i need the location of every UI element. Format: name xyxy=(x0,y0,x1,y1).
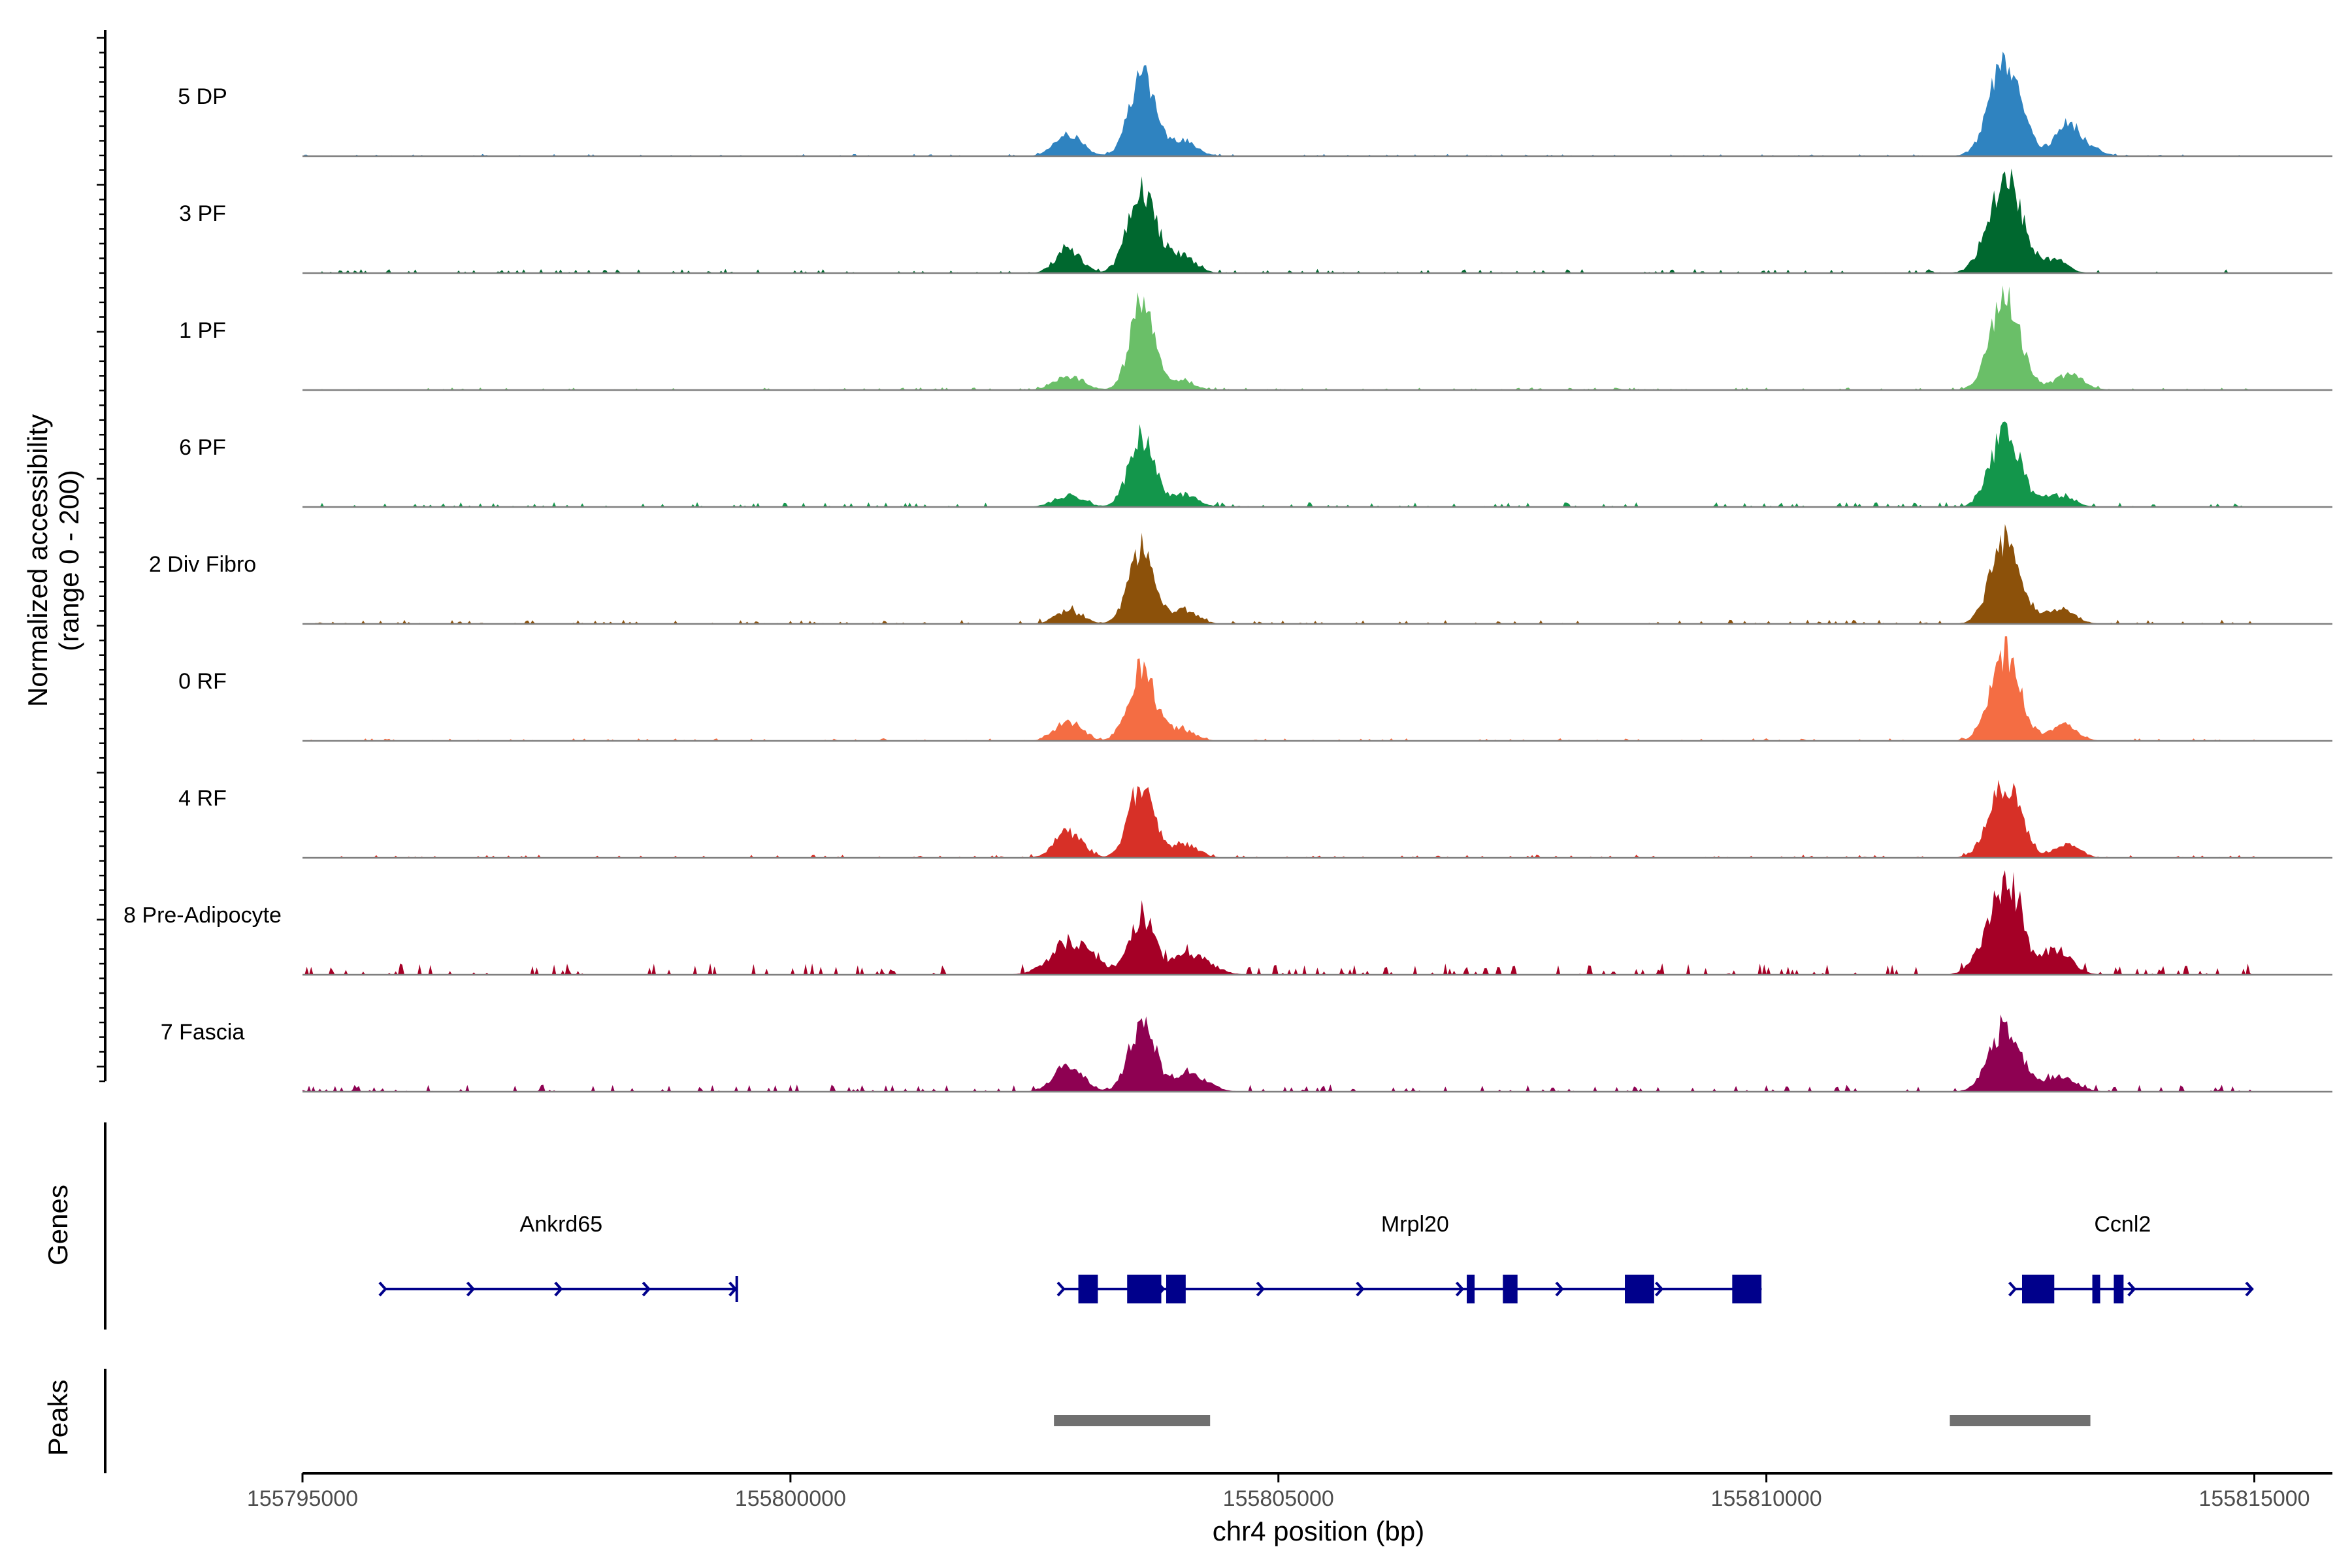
genes-panel-label: Genes xyxy=(42,1184,73,1266)
track-label-3: 6 PF xyxy=(179,435,226,460)
coverage-area-4 xyxy=(302,524,2255,624)
exon-1-1 xyxy=(1127,1275,1162,1303)
track-label-8: 7 Fascia xyxy=(161,1020,245,1045)
coverage-area-2 xyxy=(302,286,2255,390)
track-label-4: 2 Div Fibro xyxy=(149,552,256,577)
exon-1-5 xyxy=(1625,1275,1654,1303)
coverage-area-7 xyxy=(302,870,2255,975)
coverage-tracks: 5 DP 3 PF 1 PF 6 PF 2 Div Fibro 0 RF 4 RF 8 Pre… xyxy=(123,52,2332,1093)
coverage-area-6 xyxy=(302,779,2255,858)
strand-arrow xyxy=(1256,1281,1265,1297)
gene-label-0: Ankrd65 xyxy=(520,1212,603,1237)
peak-region-0 xyxy=(1054,1415,1211,1426)
exon-2-2 xyxy=(2114,1275,2124,1303)
peak-region-1 xyxy=(1950,1415,2091,1426)
strand-arrow xyxy=(554,1281,563,1297)
exon-1-6 xyxy=(1732,1275,1762,1303)
exon-2-1 xyxy=(2092,1275,2100,1303)
x-tick-label: 155800000 xyxy=(735,1486,846,1511)
x-tick-label: 155805000 xyxy=(1223,1486,1334,1511)
coverage-area-0 xyxy=(302,52,2255,156)
x-tick-label: 155795000 xyxy=(247,1486,358,1511)
track-label-2: 1 PF xyxy=(179,318,226,343)
exon-1-3 xyxy=(1467,1275,1475,1303)
coverage-area-5 xyxy=(302,636,2255,741)
gene-label-2: Ccnl2 xyxy=(2094,1212,2151,1237)
exon-1-0 xyxy=(1078,1275,1098,1303)
strand-arrow xyxy=(2245,1281,2254,1297)
strand-arrow xyxy=(1555,1281,1564,1297)
peaks-track xyxy=(1054,1415,2091,1426)
strand-arrow xyxy=(1655,1281,1664,1297)
x-tick-label: 155815000 xyxy=(2198,1486,2310,1511)
strand-arrow xyxy=(1356,1281,1365,1297)
exon-1-2 xyxy=(1166,1275,1186,1303)
y-axis-label: Normalized accessibility xyxy=(22,414,53,707)
track-label-6: 4 RF xyxy=(178,786,227,811)
y-axis-range-label: (range 0 - 200) xyxy=(54,470,84,651)
strand-arrow xyxy=(2127,1281,2136,1297)
strand-arrow xyxy=(466,1281,476,1297)
strand-arrow xyxy=(378,1281,387,1297)
coverage-area-3 xyxy=(302,421,2255,507)
exon-1-4 xyxy=(1503,1275,1518,1303)
strand-arrow xyxy=(2008,1281,2017,1297)
strand-arrow xyxy=(642,1281,651,1297)
track-label-1: 3 PF xyxy=(179,201,226,226)
coverage-area-1 xyxy=(302,169,2255,273)
track-label-0: 5 DP xyxy=(178,84,227,109)
x-tick-label: 155810000 xyxy=(1711,1486,1822,1511)
x-axis-label: chr4 position (bp) xyxy=(1213,1516,1425,1546)
track-label-7: 8 Pre-Adipocyte xyxy=(123,903,282,928)
exon-2-0 xyxy=(2021,1275,2055,1303)
track-label-5: 0 RF xyxy=(178,669,227,694)
strand-arrow xyxy=(1455,1281,1465,1297)
axes: 155795000 155800000 155805000 155810000 1558… xyxy=(97,30,2332,1511)
peaks-panel-label: Peaks xyxy=(42,1380,73,1456)
gene-track: Ankrd65 Mrpl20 Ccnl2 xyxy=(378,1212,2254,1303)
gene-label-1: Mrpl20 xyxy=(1381,1212,1449,1237)
strand-arrow xyxy=(1056,1281,1066,1297)
coverage-area-8 xyxy=(302,1014,2255,1092)
